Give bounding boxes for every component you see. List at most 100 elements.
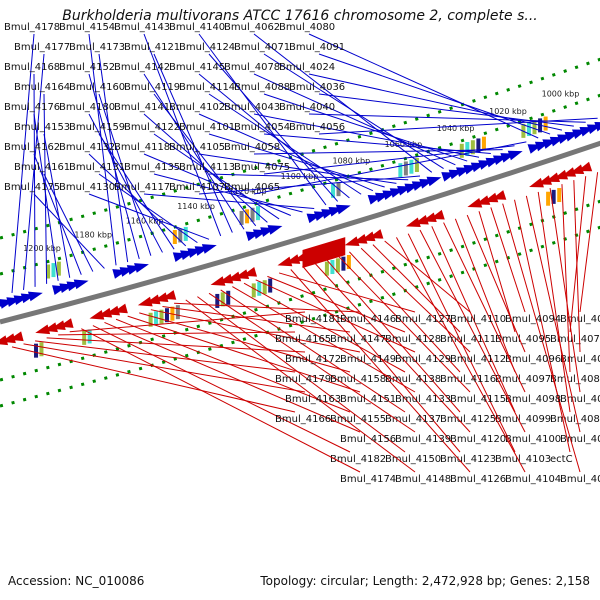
forward-gene-label: Bmul_4091 — [289, 42, 345, 53]
forward-gene-leader-line — [88, 33, 117, 266]
scale-label: 1200 kbp — [23, 244, 61, 253]
reverse-gene-label: Bmul_4179 — [275, 374, 331, 385]
reverse-gene-leader-line — [337, 255, 471, 393]
reverse-gene-label: Bmul_4133 — [395, 394, 451, 405]
reverse-gene-leader-line — [384, 240, 471, 313]
reverse-gene-label: Bmul_4151 — [340, 394, 396, 405]
forward-gene-label: Bmul_4122 — [124, 122, 180, 133]
reverse-gene-arrow-20 — [277, 256, 293, 267]
reverse-gene-arrow-28 — [413, 214, 429, 225]
forward-gene-label: Bmul_4036 — [289, 82, 345, 93]
reverse-gene-leader-line — [579, 172, 599, 313]
reverse-gene-label: Bmul_4172 — [285, 354, 341, 365]
reverse-gene-arrow-12 — [145, 294, 161, 305]
forward-gene-label: Bmul_4132 — [59, 142, 115, 153]
forward-gene-label: Bmul_4135 — [124, 162, 180, 173]
reverse-gene-label: Bmul_4146 — [340, 314, 396, 325]
reverse-sequence-block-16 — [268, 278, 273, 293]
forward-gene-label: Bmul_4088 — [234, 82, 290, 93]
reverse-gene-leader-line — [197, 296, 406, 453]
forward-gene-arrow-13 — [134, 263, 149, 273]
reverse-gene-leader-line — [46, 337, 306, 353]
forward-gene-label: Bmul_4180 — [59, 102, 115, 113]
reverse-gene-arrow-40 — [569, 164, 585, 174]
forward-sequence-block-18 — [470, 140, 475, 155]
forward-gene-label: Bmul_4178 — [4, 22, 60, 33]
reverse-gene-leader-line — [220, 289, 406, 413]
forward-gene-label: Bmul_4141 — [114, 102, 170, 113]
reverse-gene-label: Bmul_4120 — [450, 434, 506, 445]
reverse-gene-leader-line — [490, 207, 526, 313]
reverse-gene-leader-line — [127, 315, 361, 393]
forward-gene-label: Bmul_4140 — [169, 22, 225, 33]
forward-gene-label: Bmul_4153 — [14, 122, 70, 133]
forward-sequence-block-7 — [245, 209, 250, 224]
reverse-gene-arrow-14 — [161, 290, 177, 300]
forward-sequence-block-4 — [178, 228, 183, 243]
reverse-gene-arrow-30 — [429, 209, 445, 220]
forward-gene-label: Bmul_4145 — [169, 62, 225, 73]
reverse-gene-label: Bmul_4098 — [505, 394, 561, 405]
forward-gene-label: Bmul_4107 — [169, 182, 225, 193]
reverse-sequence-block-9 — [175, 305, 180, 320]
forward-gene-label: Bmul_4159 — [69, 122, 125, 133]
reverse-gene-label: Bmul_4104 — [505, 474, 561, 485]
forward-gene-leader-line — [318, 53, 551, 135]
forward-gene-label: Bmul_4058 — [224, 142, 280, 153]
reverse-gene-arrow-19 — [242, 267, 258, 277]
forward-sequence-block-23 — [532, 120, 537, 135]
reverse-gene-arrow-21 — [285, 254, 301, 264]
reverse-gene-leader-line — [243, 282, 406, 373]
forward-gene-label: Bmul_4131 — [69, 162, 125, 173]
gc-skew-ring-3 — [0, 225, 600, 408]
forward-gene-label: Bmul_4161 — [14, 162, 70, 173]
reverse-gene-label: Bmul_4083 — [550, 414, 600, 425]
reverse-gene-leader-line — [349, 251, 461, 373]
forward-gene-arrow-18 — [201, 244, 217, 254]
forward-gene-label: Bmul_4124 — [179, 42, 235, 53]
reverse-gene-label: Bmul_4149 — [340, 354, 396, 365]
reverse-gene-leader-line — [104, 321, 361, 433]
reverse-sequence-block-22 — [546, 191, 551, 206]
reverse-gene-arrow-24 — [352, 234, 368, 244]
summary-text: Topology: circular; Length: 2,472,928 bp… — [260, 574, 590, 588]
scale-label: 1060 kbp — [385, 140, 423, 149]
forward-gene-leader-line — [153, 53, 233, 233]
reverse-sequence-block-11 — [220, 292, 225, 307]
forward-gene-leader-line — [11, 33, 35, 293]
reverse-sequence-block-14 — [257, 281, 262, 296]
reverse-gene-label: Bmul_4158 — [330, 374, 386, 385]
reverse-gene-leader-line — [35, 340, 296, 373]
forward-gene-leader-line — [308, 73, 563, 131]
reverse-gene-leader-line — [514, 199, 571, 453]
reverse-gene-leader-line — [325, 258, 461, 413]
forward-gene-leader-line — [318, 117, 598, 135]
reverse-gene-leader-line — [150, 309, 361, 353]
reverse-sequence-block-20 — [341, 256, 346, 271]
forward-sequence-block-25 — [543, 116, 548, 131]
reverse-gene-arrow-9 — [105, 305, 121, 316]
reverse-gene-label: Bmul_4139 — [395, 434, 451, 445]
reverse-gene-label: Bmul_4100 — [505, 434, 561, 445]
forward-gene-label: Bmul_4113 — [179, 162, 235, 173]
forward-gene-leader-line — [263, 93, 468, 162]
reverse-gene-arrow-29 — [421, 212, 437, 222]
reverse-gene-leader-line — [81, 328, 361, 473]
forward-sequence-block-3 — [172, 229, 177, 244]
reverse-gene-label: Bmul_4138 — [385, 374, 441, 385]
reverse-gene-arrow-25 — [360, 231, 376, 242]
reverse-gene-arrow-33 — [483, 192, 499, 203]
reverse-sequence-block-10 — [215, 293, 220, 308]
forward-sequence-block-6 — [239, 210, 244, 225]
forward-gene-leader-line — [153, 133, 280, 220]
forward-gene-label: Bmul_4056 — [289, 122, 345, 133]
forward-gene-leader-line — [23, 53, 45, 290]
reverse-gene-arrow-7 — [89, 309, 105, 320]
forward-gene-leader-line — [208, 173, 409, 181]
forward-gene-label: Bmul_4102 — [169, 102, 225, 113]
reverse-gene-label: Bmul_4126 — [450, 474, 506, 485]
reverse-gene-leader-line — [92, 325, 351, 453]
forward-gene-label: Bmul_4105 — [169, 142, 225, 153]
reverse-gene-leader-line — [372, 244, 461, 333]
reverse-sequence-block-5 — [154, 311, 159, 326]
